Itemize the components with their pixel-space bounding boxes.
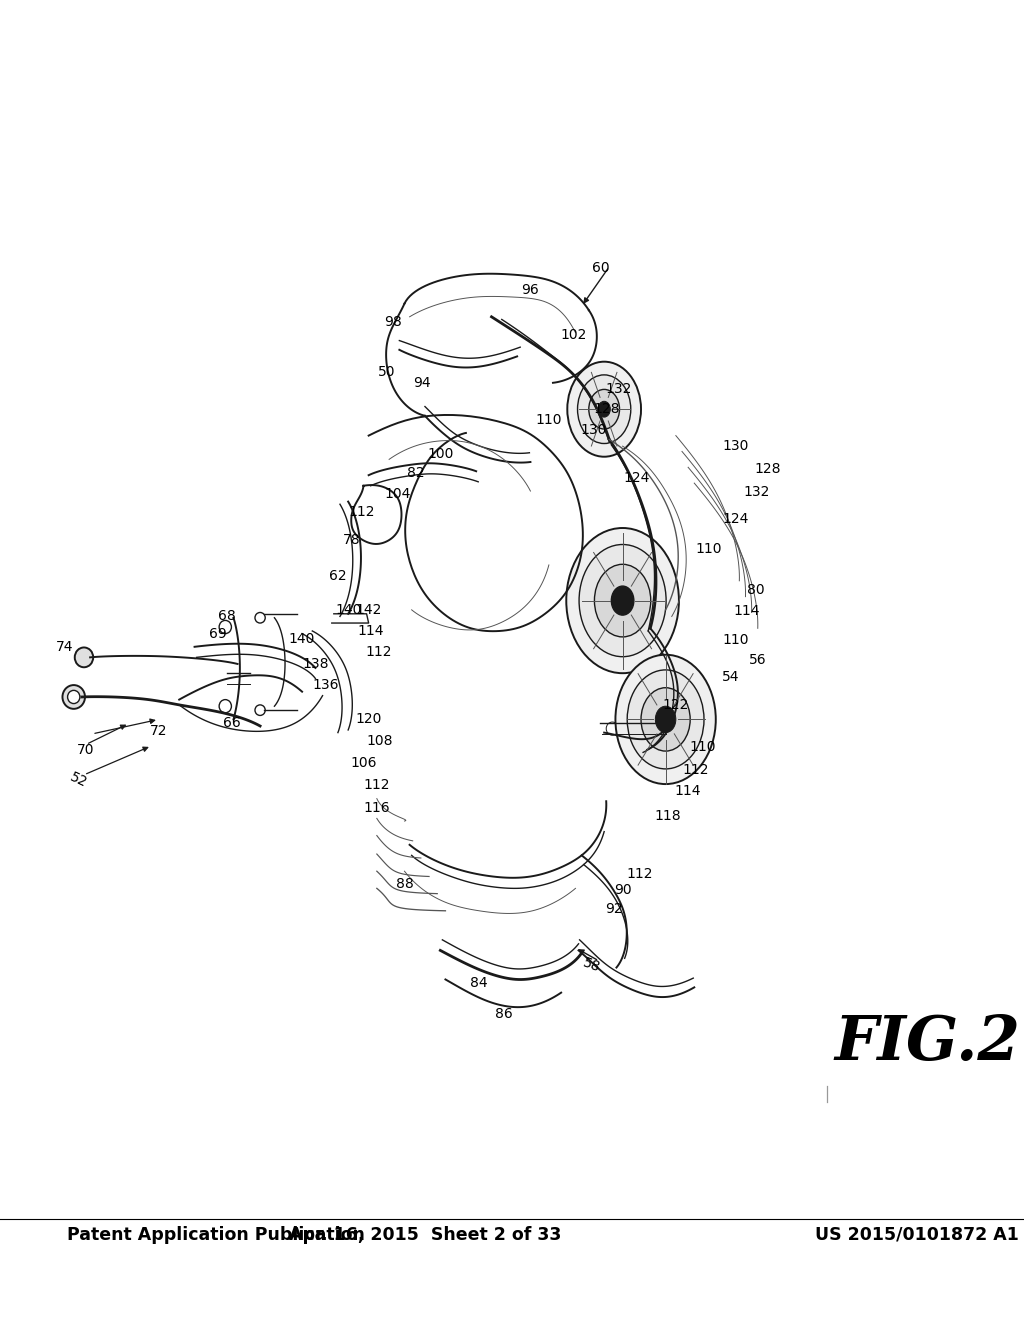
Text: 110: 110 [695, 543, 722, 556]
Text: 110: 110 [536, 413, 562, 426]
Ellipse shape [580, 544, 667, 657]
Text: 50: 50 [378, 366, 396, 379]
Text: 142: 142 [355, 603, 382, 616]
Text: 122: 122 [663, 698, 689, 711]
Text: Apr. 16, 2015  Sheet 2 of 33: Apr. 16, 2015 Sheet 2 of 33 [289, 1226, 561, 1243]
Text: Patent Application Publication: Patent Application Publication [67, 1226, 365, 1243]
Ellipse shape [611, 586, 634, 615]
Text: 128: 128 [593, 403, 620, 416]
Text: 102: 102 [560, 329, 587, 342]
Text: 54: 54 [722, 671, 740, 684]
Text: 78: 78 [342, 533, 360, 546]
Text: 84: 84 [470, 977, 488, 990]
Ellipse shape [219, 620, 231, 634]
Ellipse shape [627, 671, 705, 768]
Ellipse shape [578, 375, 631, 444]
Text: 72: 72 [150, 725, 168, 738]
Ellipse shape [594, 565, 651, 638]
Text: 132: 132 [605, 383, 632, 396]
Text: 116: 116 [364, 801, 390, 814]
Text: 120: 120 [355, 713, 382, 726]
Ellipse shape [75, 648, 93, 668]
Text: 104: 104 [384, 487, 411, 500]
Text: 69: 69 [209, 627, 227, 640]
Text: 114: 114 [675, 784, 701, 797]
Text: 110: 110 [689, 741, 716, 754]
Text: 114: 114 [733, 605, 760, 618]
Text: 60: 60 [592, 261, 610, 275]
Text: 130: 130 [722, 440, 749, 453]
Text: 52: 52 [68, 770, 90, 791]
Text: 74: 74 [55, 640, 74, 653]
Text: US 2015/0101872 A1: US 2015/0101872 A1 [814, 1226, 1019, 1243]
Ellipse shape [566, 528, 679, 673]
Text: 92: 92 [605, 903, 624, 916]
Text: 132: 132 [743, 486, 770, 499]
Text: 140: 140 [289, 632, 315, 645]
Ellipse shape [615, 655, 716, 784]
Text: 100: 100 [427, 447, 454, 461]
Text: 106: 106 [350, 756, 377, 770]
Text: 108: 108 [367, 734, 393, 747]
Text: 112: 112 [364, 779, 390, 792]
Ellipse shape [567, 362, 641, 457]
Ellipse shape [598, 401, 610, 417]
Text: 124: 124 [722, 512, 749, 525]
Text: 66: 66 [222, 717, 241, 730]
Ellipse shape [219, 700, 231, 713]
Text: 98: 98 [384, 315, 402, 329]
Text: 140: 140 [335, 603, 361, 616]
Text: 124: 124 [624, 471, 650, 484]
Text: 112: 112 [366, 645, 392, 659]
Text: 58: 58 [582, 956, 602, 974]
Text: 94: 94 [413, 376, 431, 389]
Text: 90: 90 [613, 883, 632, 896]
Text: 86: 86 [495, 1007, 513, 1020]
Text: 70: 70 [77, 743, 95, 756]
Text: 112: 112 [682, 763, 709, 776]
Text: 136: 136 [312, 678, 339, 692]
Text: 138: 138 [302, 657, 329, 671]
Ellipse shape [255, 705, 265, 715]
Text: 114: 114 [357, 624, 384, 638]
Text: 128: 128 [755, 462, 781, 475]
Text: 56: 56 [749, 653, 767, 667]
Text: FIG.2: FIG.2 [835, 1012, 1021, 1073]
Text: 68: 68 [218, 610, 237, 623]
Text: 80: 80 [746, 583, 765, 597]
Text: 62: 62 [329, 569, 347, 582]
Ellipse shape [606, 722, 618, 735]
Ellipse shape [68, 690, 80, 704]
Text: 88: 88 [395, 878, 414, 891]
Text: 82: 82 [407, 466, 425, 479]
Ellipse shape [641, 688, 690, 751]
Ellipse shape [655, 706, 676, 733]
Ellipse shape [255, 612, 265, 623]
Ellipse shape [639, 722, 651, 735]
Ellipse shape [589, 389, 620, 429]
Text: 96: 96 [521, 284, 540, 297]
Text: 112: 112 [627, 867, 653, 880]
Ellipse shape [62, 685, 85, 709]
Text: 112: 112 [348, 506, 375, 519]
Text: 130: 130 [581, 424, 607, 437]
Text: 110: 110 [722, 634, 749, 647]
Text: 118: 118 [654, 809, 681, 822]
